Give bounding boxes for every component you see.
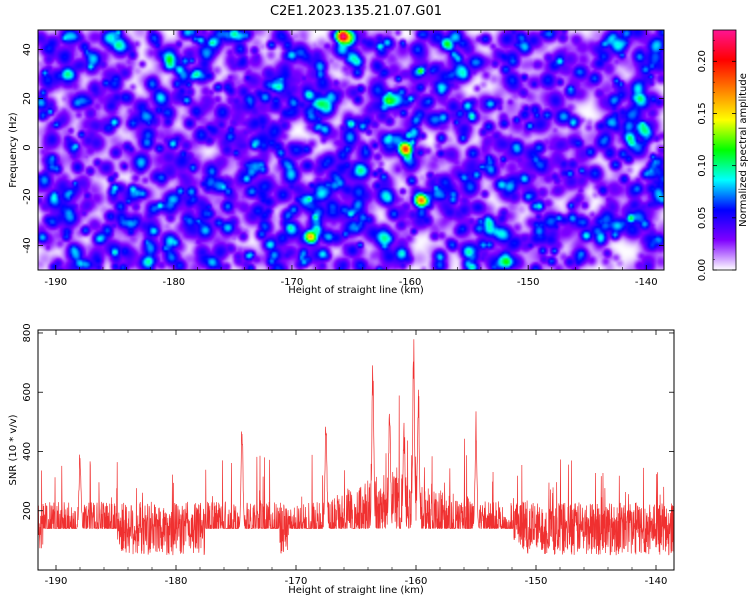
heatmap-x-axis-label: Height of straight line (km) bbox=[288, 285, 424, 296]
x-tick-label: -160 bbox=[399, 277, 422, 288]
y-tick-label: 40 bbox=[22, 43, 33, 56]
y-tick-label: -40 bbox=[22, 237, 33, 253]
colorbar-ticks: 0.00 0.05 0.10 0.15 0.20 bbox=[697, 40, 736, 281]
x-tick-label: -180 bbox=[162, 277, 185, 288]
snr-frame bbox=[37, 329, 675, 571]
y-tick-label: 600 bbox=[22, 383, 33, 402]
y-tick-label: -20 bbox=[22, 188, 33, 204]
colorbar: 0.00 0.05 0.10 0.15 0.20 Normalized spectral… bbox=[697, 29, 749, 281]
x-tick-label: -150 bbox=[517, 277, 540, 288]
x-tick-label: -140 bbox=[635, 277, 658, 288]
snr-panel: -190 -180 -170 -160 -150 -140 200 400 600 800 He… bbox=[8, 323, 675, 596]
y-tick-label: 200 bbox=[22, 501, 33, 520]
colorbar-label: Normalized spectral amplitude bbox=[738, 73, 749, 227]
x-tick-label: -170 bbox=[285, 576, 308, 587]
y-tick-label: 800 bbox=[22, 323, 33, 342]
x-tick-label: -170 bbox=[281, 277, 304, 288]
y-tick-label: 0 bbox=[22, 144, 33, 150]
snr-x-axis-label: Height of straight line (km) bbox=[288, 585, 424, 596]
snr-y-ticks: 200 400 600 800 bbox=[22, 323, 674, 520]
colorbar-tick-label: 0.05 bbox=[697, 207, 708, 229]
x-tick-label: -150 bbox=[525, 576, 548, 587]
colorbar-tick-label: 0.15 bbox=[697, 102, 708, 124]
x-tick-label: -190 bbox=[45, 576, 68, 587]
heatmap-panel: -190 -180 -170 -160 -150 -140 -40 -20 0 20 40 Hei… bbox=[8, 29, 665, 296]
colorbar-frame bbox=[712, 29, 737, 271]
colorbar-tick-label: 0.10 bbox=[697, 155, 708, 177]
heatmap-frame bbox=[37, 29, 665, 271]
x-tick-label: -140 bbox=[645, 576, 668, 587]
snr-series-line bbox=[38, 339, 674, 556]
heatmap-y-axis-label: Frequency (Hz) bbox=[8, 112, 19, 188]
heatmap-image bbox=[38, 30, 664, 270]
figure-title: C2E1.2023.135.21.07.G01 bbox=[270, 4, 442, 19]
snr-y-axis-label: SNR (10 * v/v) bbox=[8, 414, 19, 485]
colorbar-gradient bbox=[713, 30, 736, 270]
x-tick-label: -180 bbox=[165, 576, 188, 587]
y-tick-label: 20 bbox=[22, 92, 33, 105]
y-tick-label: 400 bbox=[22, 442, 33, 461]
x-tick-label: -190 bbox=[44, 277, 67, 288]
snr-x-ticks: -190 -180 -170 -160 -150 -140 bbox=[45, 330, 668, 587]
heatmap-y-ticks: -40 -20 0 20 40 bbox=[22, 43, 664, 254]
heatmap-x-ticks: -190 -180 -170 -160 -150 -140 bbox=[44, 30, 658, 288]
colorbar-tick-label: 0.20 bbox=[697, 50, 708, 72]
x-tick-label: -160 bbox=[405, 576, 428, 587]
colorbar-tick-label: 0.00 bbox=[697, 259, 708, 281]
